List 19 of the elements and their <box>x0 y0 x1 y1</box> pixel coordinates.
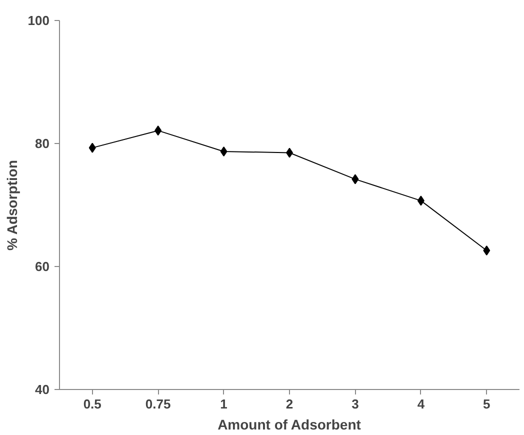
x-tick-label: 0.75 <box>145 396 171 412</box>
point <box>220 146 228 156</box>
y-tick-label: 100 <box>28 13 50 28</box>
x-tick-label: 1 <box>220 396 228 412</box>
x-axis-title: Amount of Adsorbent <box>218 416 362 432</box>
point <box>154 126 162 136</box>
y-tick-label: 80 <box>35 136 50 151</box>
x-tick-label: 0.5 <box>83 396 102 412</box>
x-tick-label: 4 <box>417 396 426 412</box>
x-tick-label: 3 <box>352 396 359 412</box>
x-tick-label: 5 <box>483 396 490 412</box>
y-tick-label: 60 <box>35 259 50 274</box>
y-axis-title: % Adsorption <box>4 160 20 250</box>
point <box>88 142 96 153</box>
point <box>352 174 359 184</box>
x-tick-label: 2 <box>286 396 294 412</box>
point <box>417 196 424 206</box>
point <box>483 246 490 256</box>
y-tick-label: 40 <box>35 382 50 397</box>
